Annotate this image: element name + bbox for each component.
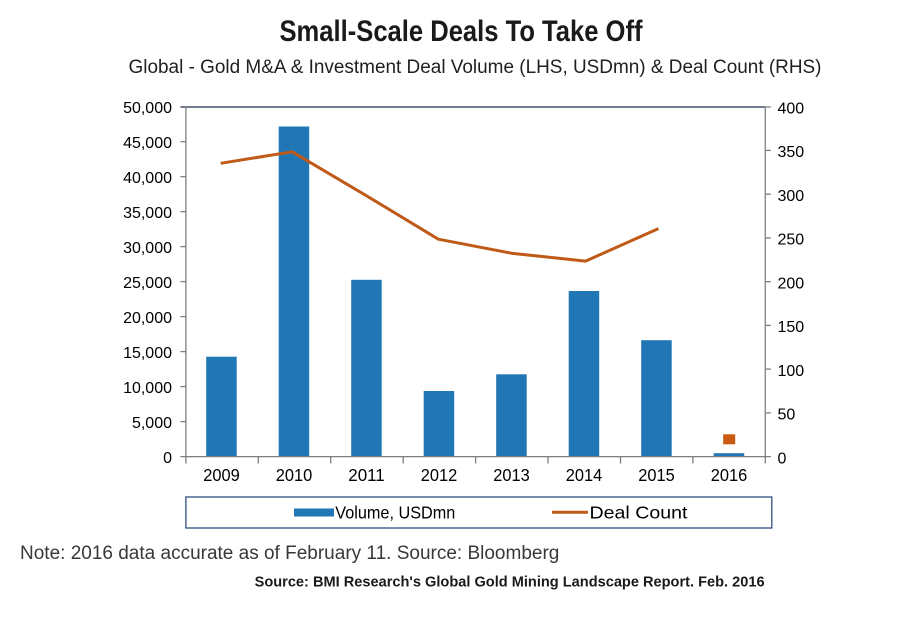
svg-text:10,000: 10,000 bbox=[123, 380, 172, 397]
svg-text:2010: 2010 bbox=[276, 465, 313, 485]
svg-text:2016: 2016 bbox=[711, 465, 748, 485]
svg-text:2011: 2011 bbox=[348, 465, 385, 485]
svg-text:0: 0 bbox=[163, 450, 172, 467]
svg-text:5,000: 5,000 bbox=[132, 415, 172, 432]
svg-text:2015: 2015 bbox=[638, 465, 675, 485]
svg-text:2009: 2009 bbox=[203, 465, 240, 485]
svg-text:45,000: 45,000 bbox=[123, 135, 172, 152]
svg-text:40,000: 40,000 bbox=[123, 170, 172, 187]
svg-text:30,000: 30,000 bbox=[123, 240, 172, 257]
svg-text:50: 50 bbox=[778, 407, 796, 424]
svg-text:20,000: 20,000 bbox=[123, 310, 172, 327]
svg-text:Deal Count: Deal Count bbox=[590, 502, 688, 522]
svg-text:2012: 2012 bbox=[421, 465, 458, 485]
svg-text:Source: BMI Research's Global: Source: BMI Research's Global Gold Minin… bbox=[255, 574, 765, 590]
svg-text:300: 300 bbox=[778, 188, 805, 205]
svg-text:25,000: 25,000 bbox=[123, 275, 172, 292]
svg-text:2013: 2013 bbox=[493, 465, 530, 485]
svg-text:350: 350 bbox=[778, 144, 805, 161]
svg-text:250: 250 bbox=[778, 232, 805, 249]
svg-text:35,000: 35,000 bbox=[123, 205, 172, 222]
svg-text:200: 200 bbox=[778, 275, 805, 292]
svg-text:50,000: 50,000 bbox=[123, 100, 172, 117]
svg-text:Note: 2016 data accurate as of: Note: 2016 data accurate as of February … bbox=[20, 543, 559, 564]
svg-text:100: 100 bbox=[778, 363, 805, 380]
svg-text:400: 400 bbox=[778, 100, 805, 117]
svg-text:150: 150 bbox=[778, 319, 805, 336]
svg-text:Small-Scale Deals To Take Off: Small-Scale Deals To Take Off bbox=[280, 15, 644, 48]
svg-text:Volume, USDmn: Volume, USDmn bbox=[335, 502, 455, 522]
svg-text:2014: 2014 bbox=[566, 465, 603, 485]
svg-text:15,000: 15,000 bbox=[123, 345, 172, 362]
svg-text:Global - Gold M&A & Investment: Global - Gold M&A & Investment Deal Volu… bbox=[129, 57, 822, 78]
svg-text:0: 0 bbox=[778, 450, 787, 467]
